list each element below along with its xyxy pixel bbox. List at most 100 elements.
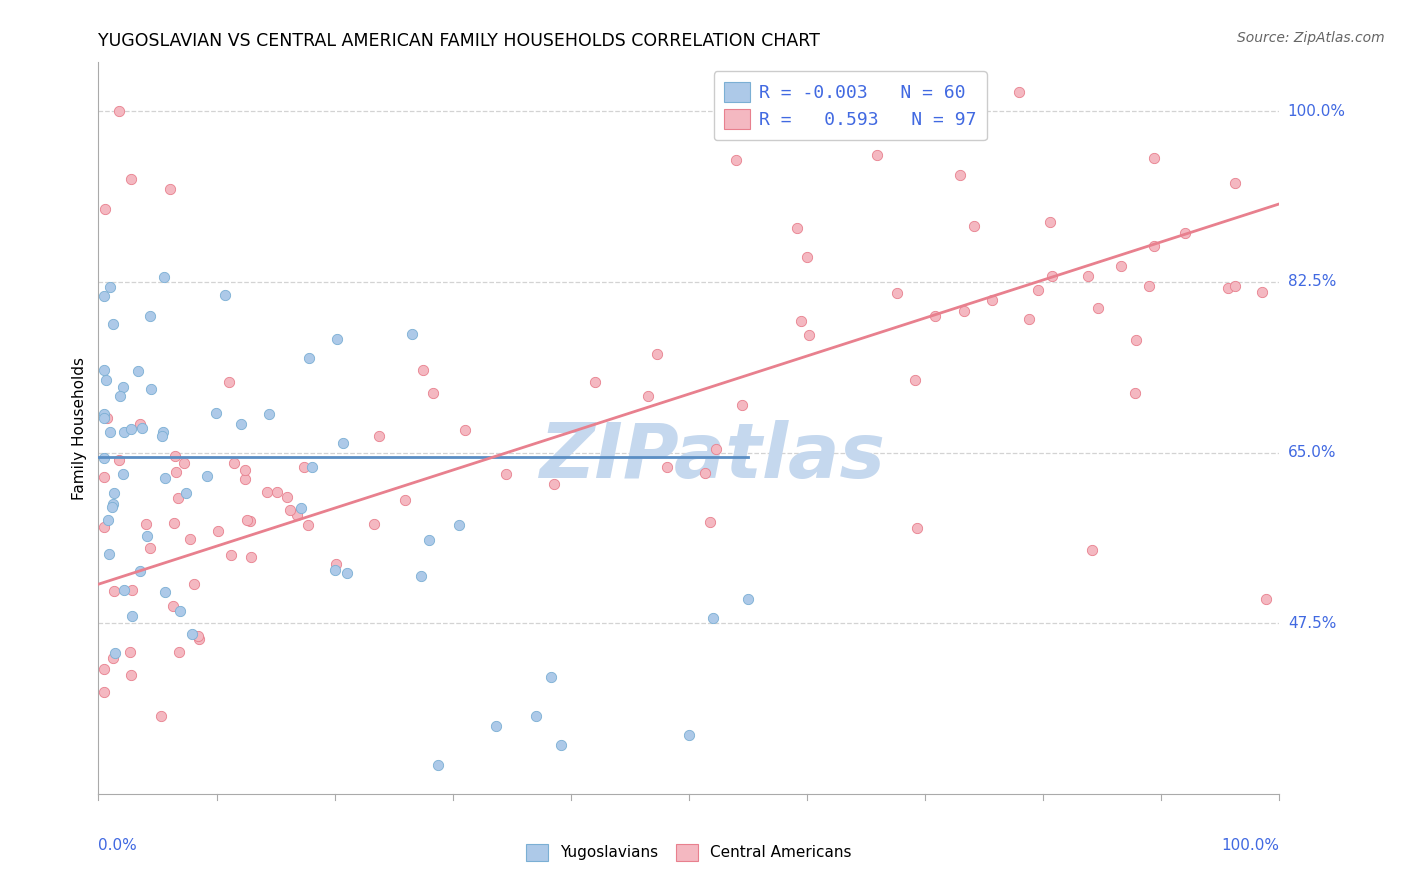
Text: 100.0%: 100.0%: [1222, 838, 1279, 853]
Point: [103, 583, 125, 598]
Point: [285, 508, 308, 523]
Point: [165, 450, 187, 464]
Point: [129, 417, 152, 431]
Point: [485, 718, 508, 732]
Point: [128, 364, 150, 378]
Point: [301, 460, 323, 475]
Point: [786, 221, 808, 235]
Point: [298, 351, 321, 366]
Point: [699, 516, 721, 530]
Point: [550, 738, 572, 752]
Point: [166, 491, 188, 506]
Point: [678, 728, 700, 742]
Point: [233, 472, 256, 486]
Point: [153, 471, 176, 485]
Point: [100, 425, 122, 439]
Legend: Yugoslavians, Central Americans: Yugoslavians, Central Americans: [520, 838, 858, 867]
Point: [118, 645, 141, 659]
Point: [585, 375, 607, 389]
Point: [108, 453, 131, 467]
Point: [1018, 312, 1040, 326]
Point: [107, 104, 129, 119]
Point: [93, 470, 115, 484]
Point: [179, 532, 201, 546]
Point: [1223, 279, 1246, 293]
Point: [187, 629, 209, 643]
Point: [363, 517, 385, 532]
Point: [121, 608, 143, 623]
Text: Source: ZipAtlas.com: Source: ZipAtlas.com: [1237, 31, 1385, 45]
Point: [188, 632, 211, 646]
Point: [924, 310, 946, 324]
Point: [135, 517, 157, 532]
Point: [524, 709, 547, 723]
Point: [1225, 176, 1247, 190]
Point: [100, 279, 122, 293]
Point: [93, 407, 115, 421]
Point: [1218, 281, 1240, 295]
Point: [214, 288, 236, 302]
Point: [1087, 301, 1109, 315]
Point: [790, 314, 813, 328]
Point: [540, 670, 562, 684]
Text: 100.0%: 100.0%: [1288, 103, 1346, 119]
Point: [239, 514, 262, 528]
Point: [737, 591, 759, 606]
Point: [93, 411, 115, 425]
Point: [326, 332, 349, 346]
Point: [905, 521, 928, 535]
Point: [953, 304, 976, 318]
Y-axis label: Family Households: Family Households: [72, 357, 87, 500]
Point: [290, 501, 312, 516]
Point: [139, 382, 162, 396]
Point: [1008, 85, 1031, 99]
Point: [101, 317, 124, 331]
Point: [412, 362, 434, 376]
Point: [297, 517, 319, 532]
Point: [219, 548, 242, 562]
Point: [100, 500, 122, 514]
Point: [637, 389, 659, 403]
Point: [1040, 268, 1063, 283]
Point: [725, 153, 748, 167]
Point: [180, 627, 202, 641]
Text: 82.5%: 82.5%: [1288, 275, 1336, 289]
Point: [1137, 278, 1160, 293]
Point: [108, 389, 131, 403]
Point: [280, 503, 302, 517]
Point: [256, 485, 278, 500]
Point: [236, 513, 259, 527]
Point: [229, 417, 252, 431]
Point: [152, 425, 174, 439]
Point: [111, 467, 134, 481]
Text: 47.5%: 47.5%: [1288, 615, 1336, 631]
Point: [150, 429, 173, 443]
Point: [155, 585, 177, 599]
Point: [702, 611, 724, 625]
Point: [332, 435, 354, 450]
Point: [1109, 259, 1132, 273]
Point: [980, 293, 1002, 308]
Point: [336, 566, 359, 581]
Point: [706, 442, 728, 456]
Point: [173, 456, 195, 470]
Point: [886, 285, 908, 300]
Point: [325, 557, 347, 571]
Point: [96, 411, 118, 425]
Point: [218, 375, 240, 389]
Point: [426, 757, 449, 772]
Point: [454, 423, 477, 437]
Point: [239, 550, 262, 565]
Point: [101, 497, 124, 511]
Point: [159, 182, 181, 196]
Text: 0.0%: 0.0%: [98, 838, 138, 853]
Point: [368, 428, 391, 442]
Point: [120, 668, 142, 682]
Point: [97, 513, 120, 527]
Point: [1125, 333, 1147, 347]
Point: [138, 541, 160, 555]
Point: [796, 250, 818, 264]
Point: [131, 421, 153, 435]
Point: [797, 327, 820, 342]
Point: [394, 493, 416, 508]
